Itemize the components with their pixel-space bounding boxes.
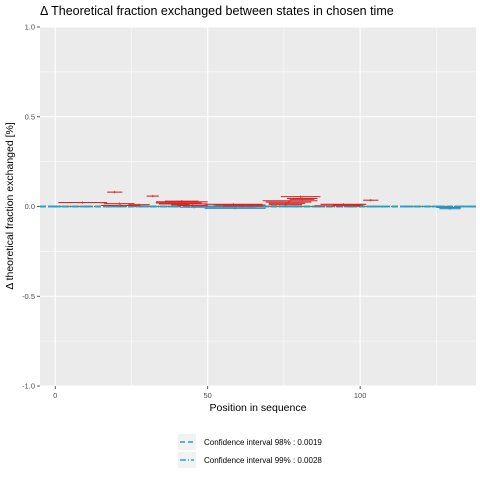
peptide-segment bbox=[165, 199, 199, 203]
peptide-segment bbox=[363, 199, 379, 202]
y-axis-label: Δ theoretical fraction exchanged [%] bbox=[4, 122, 16, 290]
x-axis-label: Position in sequence bbox=[210, 402, 307, 414]
y-tick-label: 0.5 bbox=[25, 112, 35, 121]
peptide-segment bbox=[58, 201, 108, 204]
peptide-segment bbox=[439, 207, 461, 210]
x-tick-label: 0 bbox=[53, 391, 57, 400]
x-tick-label: 50 bbox=[204, 391, 212, 400]
legend-box bbox=[176, 432, 376, 472]
legend: Confidence interval 98% : 0.0019 Confiden… bbox=[176, 432, 376, 472]
x-tick-label: 100 bbox=[354, 391, 367, 400]
y-tick-label: 0.0 bbox=[25, 202, 35, 211]
legend-key bbox=[178, 452, 196, 468]
peptide-segment bbox=[146, 194, 159, 198]
peptide-segment bbox=[222, 204, 263, 207]
legend-key bbox=[178, 434, 196, 450]
peptide-segment bbox=[280, 195, 321, 198]
peptide-segment bbox=[107, 190, 123, 194]
peptide-segment bbox=[290, 198, 315, 201]
y-tick-label: -0.5 bbox=[22, 292, 35, 301]
y-tick-label: -1.0 bbox=[22, 382, 35, 391]
peptide-segment bbox=[180, 206, 208, 209]
peptide-segment bbox=[100, 204, 141, 207]
axes: -1.0 -0.5 0.0 0.5 1.0 0 50 100 bbox=[22, 23, 366, 401]
y-tick-label: 1.0 bbox=[25, 23, 35, 32]
chart-title: Δ Theoretical fraction exchanged between… bbox=[40, 4, 394, 18]
peptide-segment bbox=[268, 203, 303, 206]
peptide-segment bbox=[128, 203, 150, 206]
legend-label: Confidence interval 99% : 0.0028 bbox=[204, 456, 322, 465]
peptide-segment bbox=[177, 204, 208, 207]
peptide-segment bbox=[104, 202, 135, 205]
data-marks bbox=[40, 190, 476, 210]
peptide-segment bbox=[332, 203, 364, 207]
legend-label: Confidence interval 98% : 0.0019 bbox=[204, 438, 322, 447]
peptide-segment bbox=[268, 202, 306, 205]
